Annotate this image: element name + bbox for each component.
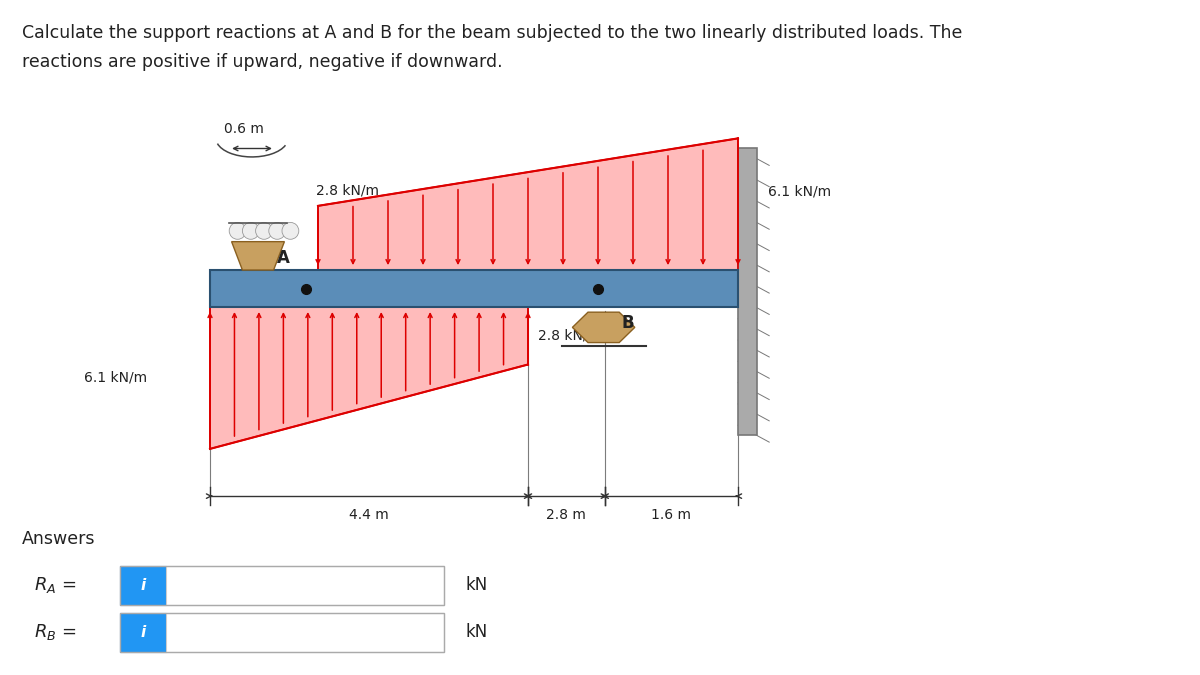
Text: 0.6 m: 0.6 m (223, 122, 264, 136)
Ellipse shape (269, 223, 286, 239)
Text: $R_B$ =: $R_B$ = (34, 622, 76, 643)
Text: 2.8 kN/m: 2.8 kN/m (538, 329, 601, 343)
Text: Answers: Answers (22, 530, 95, 548)
Text: 2.8 m: 2.8 m (546, 508, 587, 522)
Text: B: B (622, 314, 635, 332)
Ellipse shape (242, 223, 259, 239)
Bar (166, 566, 444, 605)
Text: $R_A$ =: $R_A$ = (34, 575, 76, 595)
Text: kN: kN (466, 624, 488, 641)
Text: 1.6 m: 1.6 m (652, 508, 691, 522)
Bar (120, 566, 444, 605)
Ellipse shape (229, 223, 246, 239)
Text: A: A (277, 249, 290, 267)
Ellipse shape (256, 223, 272, 239)
Text: reactions are positive if upward, negative if downward.: reactions are positive if upward, negati… (22, 53, 503, 71)
Bar (210, 270, 738, 307)
Text: 2.8 kN/m: 2.8 kN/m (316, 184, 379, 198)
Text: i: i (140, 578, 145, 593)
Text: i: i (140, 625, 145, 640)
Polygon shape (318, 138, 738, 270)
Text: 6.1 kN/m: 6.1 kN/m (768, 184, 832, 198)
Bar (120, 613, 444, 652)
Ellipse shape (282, 223, 299, 239)
Text: kN: kN (466, 576, 488, 594)
Text: 6.1 kN/m: 6.1 kN/m (84, 371, 148, 385)
Text: Calculate the support reactions at A and B for the beam subjected to the two lin: Calculate the support reactions at A and… (22, 24, 962, 42)
Bar (166, 613, 444, 652)
Bar (120, 566, 166, 605)
Polygon shape (232, 242, 284, 270)
Polygon shape (210, 307, 528, 449)
Bar (120, 613, 166, 652)
Bar (738, 148, 757, 435)
Text: 4.4 m: 4.4 m (349, 508, 389, 522)
